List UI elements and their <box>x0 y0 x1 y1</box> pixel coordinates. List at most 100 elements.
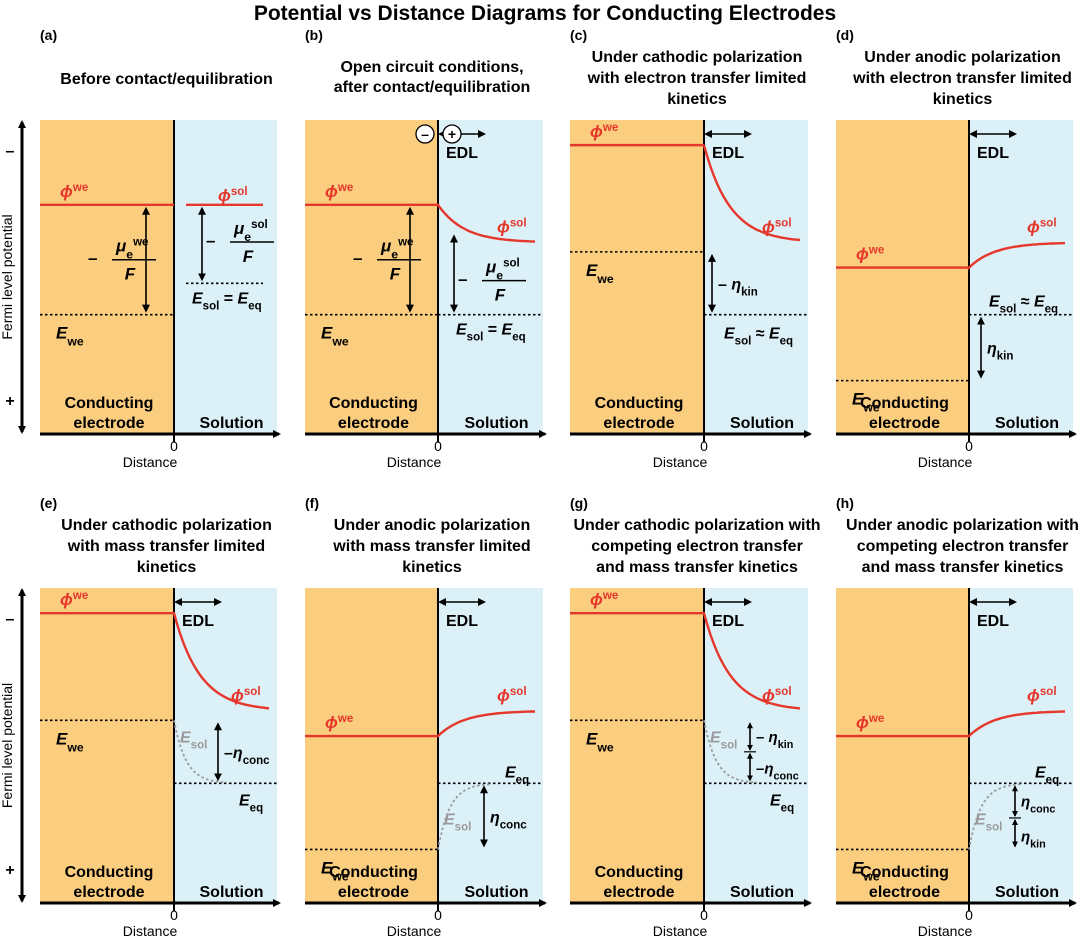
electrode-label: electrode <box>338 415 409 432</box>
E-sol-grey-label: Esol <box>975 811 1002 833</box>
E-we-label: Ewe <box>586 729 614 754</box>
E-we-label: Ewe <box>852 390 880 415</box>
E-eq-label: Eeq <box>1035 764 1059 786</box>
panel-h: (h) Under anodic polarization with competi… <box>836 495 1079 938</box>
E-we-label: Ewe <box>56 729 84 754</box>
panel-e: (e)Under cathodic polarization with mass … <box>40 495 281 938</box>
phi-we-label: ϕwe <box>590 122 619 141</box>
solution-region <box>704 588 808 903</box>
solution-label: Solution <box>995 415 1059 432</box>
EDL-label: EDL <box>977 613 1009 630</box>
x-axis-label: Distance <box>918 454 973 470</box>
panel-title-line: with electron transfer limited <box>852 70 1072 87</box>
EDL-label: EDL <box>712 613 744 630</box>
electrode-label: electrode <box>869 884 940 901</box>
panel-letter: (g) <box>570 495 588 511</box>
phi-sol-label: ϕsol <box>497 686 527 705</box>
minus-sign: – <box>206 231 215 250</box>
eta-conc-label: ηconc <box>490 809 527 831</box>
panel-title-line: competing electron transfer <box>857 538 1069 555</box>
electrode-region <box>836 588 969 903</box>
electrode-label: Conducting <box>595 864 684 881</box>
eta-kin-label: ηkin <box>987 341 1013 363</box>
mu-we-label: μewe <box>380 237 414 262</box>
electrode-label: electrode <box>869 415 940 432</box>
phi-sol-label: ϕsol <box>1027 217 1057 236</box>
EDL-label: EDL <box>712 145 744 162</box>
x-axis-label: Distance <box>653 454 708 470</box>
panels-group: (a)Before contact/equilibration0Distance… <box>0 27 1079 938</box>
E-sol-grey-label: Esol <box>444 811 471 833</box>
E-sol-equals-E-eq: Esol = Eeq <box>192 290 262 312</box>
electrode-label: Conducting <box>860 864 949 881</box>
panel-title-line: Under anodic polarization with <box>846 517 1079 534</box>
panel-letter: (e) <box>40 495 57 511</box>
solution-region <box>969 588 1073 903</box>
phi-sol-label: ϕsol <box>762 686 792 705</box>
E-sol-grey-label: Esol <box>710 729 737 751</box>
panel-letter: (d) <box>836 27 854 43</box>
eta-kin-label: ηkin <box>1021 829 1046 851</box>
neg-eta-conc-label: –ηconc <box>756 761 799 783</box>
solution-region <box>174 120 277 434</box>
potential-curve <box>836 710 1066 738</box>
phi-sol-label: ϕsol <box>231 686 261 705</box>
x-origin-label: 0 <box>965 907 973 923</box>
electrode-label: electrode <box>603 415 674 432</box>
panel-title-line: competing electron transfer <box>591 538 803 555</box>
panel-title-line: Under anodic polarization <box>334 517 530 534</box>
phi-sol-label: ϕsol <box>762 217 792 236</box>
phi-we-label: ϕwe <box>856 245 885 264</box>
panel-letter: (f) <box>305 495 319 511</box>
x-axis-label: Distance <box>123 454 178 470</box>
E-sol-approx-E-eq: Esol ≈ Eeq <box>989 294 1058 316</box>
E-sol-grey-curve <box>703 720 757 784</box>
E-we-label: Ewe <box>586 261 614 286</box>
electrode-region <box>305 588 438 903</box>
panel-b: (b) Open circuit conditions, after contact… <box>305 27 547 470</box>
potential-curve <box>305 710 535 738</box>
solution-label: Solution <box>995 884 1059 901</box>
panel-title-line: Before contact/equilibration <box>60 71 272 88</box>
faraday-label: F <box>125 265 136 284</box>
neg-eta-kin-label: – ηkin <box>756 729 793 751</box>
y-axis-group: – + Fermi level potential <box>0 588 26 903</box>
panel-title-line: after contact/equilibration <box>334 79 530 96</box>
E-eq-label: Eeq <box>505 764 529 786</box>
y-bottom-sign: + <box>5 862 14 879</box>
panel-c: (c) Under cathodic polarization with elect… <box>570 27 812 470</box>
phi-sol-label: ϕsol <box>497 217 527 236</box>
electrode-region <box>836 120 969 434</box>
electrode-label: Conducting <box>65 395 154 412</box>
panel-letter: (h) <box>836 495 854 511</box>
electrode-label: electrode <box>603 884 674 901</box>
panel-title-line: with mass transfer limited <box>332 538 530 555</box>
potential-curve <box>40 612 270 710</box>
panel-title-line: with electron transfer limited <box>587 70 807 87</box>
solution-label: Solution <box>465 415 529 432</box>
panel-title-line: Under cathodic polarization with <box>573 517 820 534</box>
panel-letter: (b) <box>305 27 323 43</box>
electrode-label: Conducting <box>65 864 154 881</box>
E-eq-label: Eeq <box>239 792 263 814</box>
x-origin-label: 0 <box>170 438 178 454</box>
y-top-sign: – <box>6 611 15 628</box>
E-we-label: Ewe <box>852 858 880 883</box>
phi-sol-label: ϕsol <box>218 186 248 205</box>
x-origin-label: 0 <box>434 438 442 454</box>
electrode-label: Conducting <box>329 395 418 412</box>
y-axis-label: Fermi level potential <box>0 214 15 339</box>
faraday-label: F <box>243 247 254 266</box>
panel-title-line: with mass transfer limited <box>67 538 265 555</box>
y-top-sign: – <box>6 143 15 160</box>
potential-curve <box>570 143 801 242</box>
potential-curve <box>836 241 1066 271</box>
electrode-label: Conducting <box>860 395 949 412</box>
panel-title-line: kinetics <box>667 91 727 108</box>
solution-label: Solution <box>730 415 794 432</box>
x-origin-label: 0 <box>700 907 708 923</box>
x-axis-label: Distance <box>387 923 442 938</box>
neg-eta-conc-label: –ηconc <box>224 745 270 767</box>
charge-sign: + <box>448 126 456 142</box>
